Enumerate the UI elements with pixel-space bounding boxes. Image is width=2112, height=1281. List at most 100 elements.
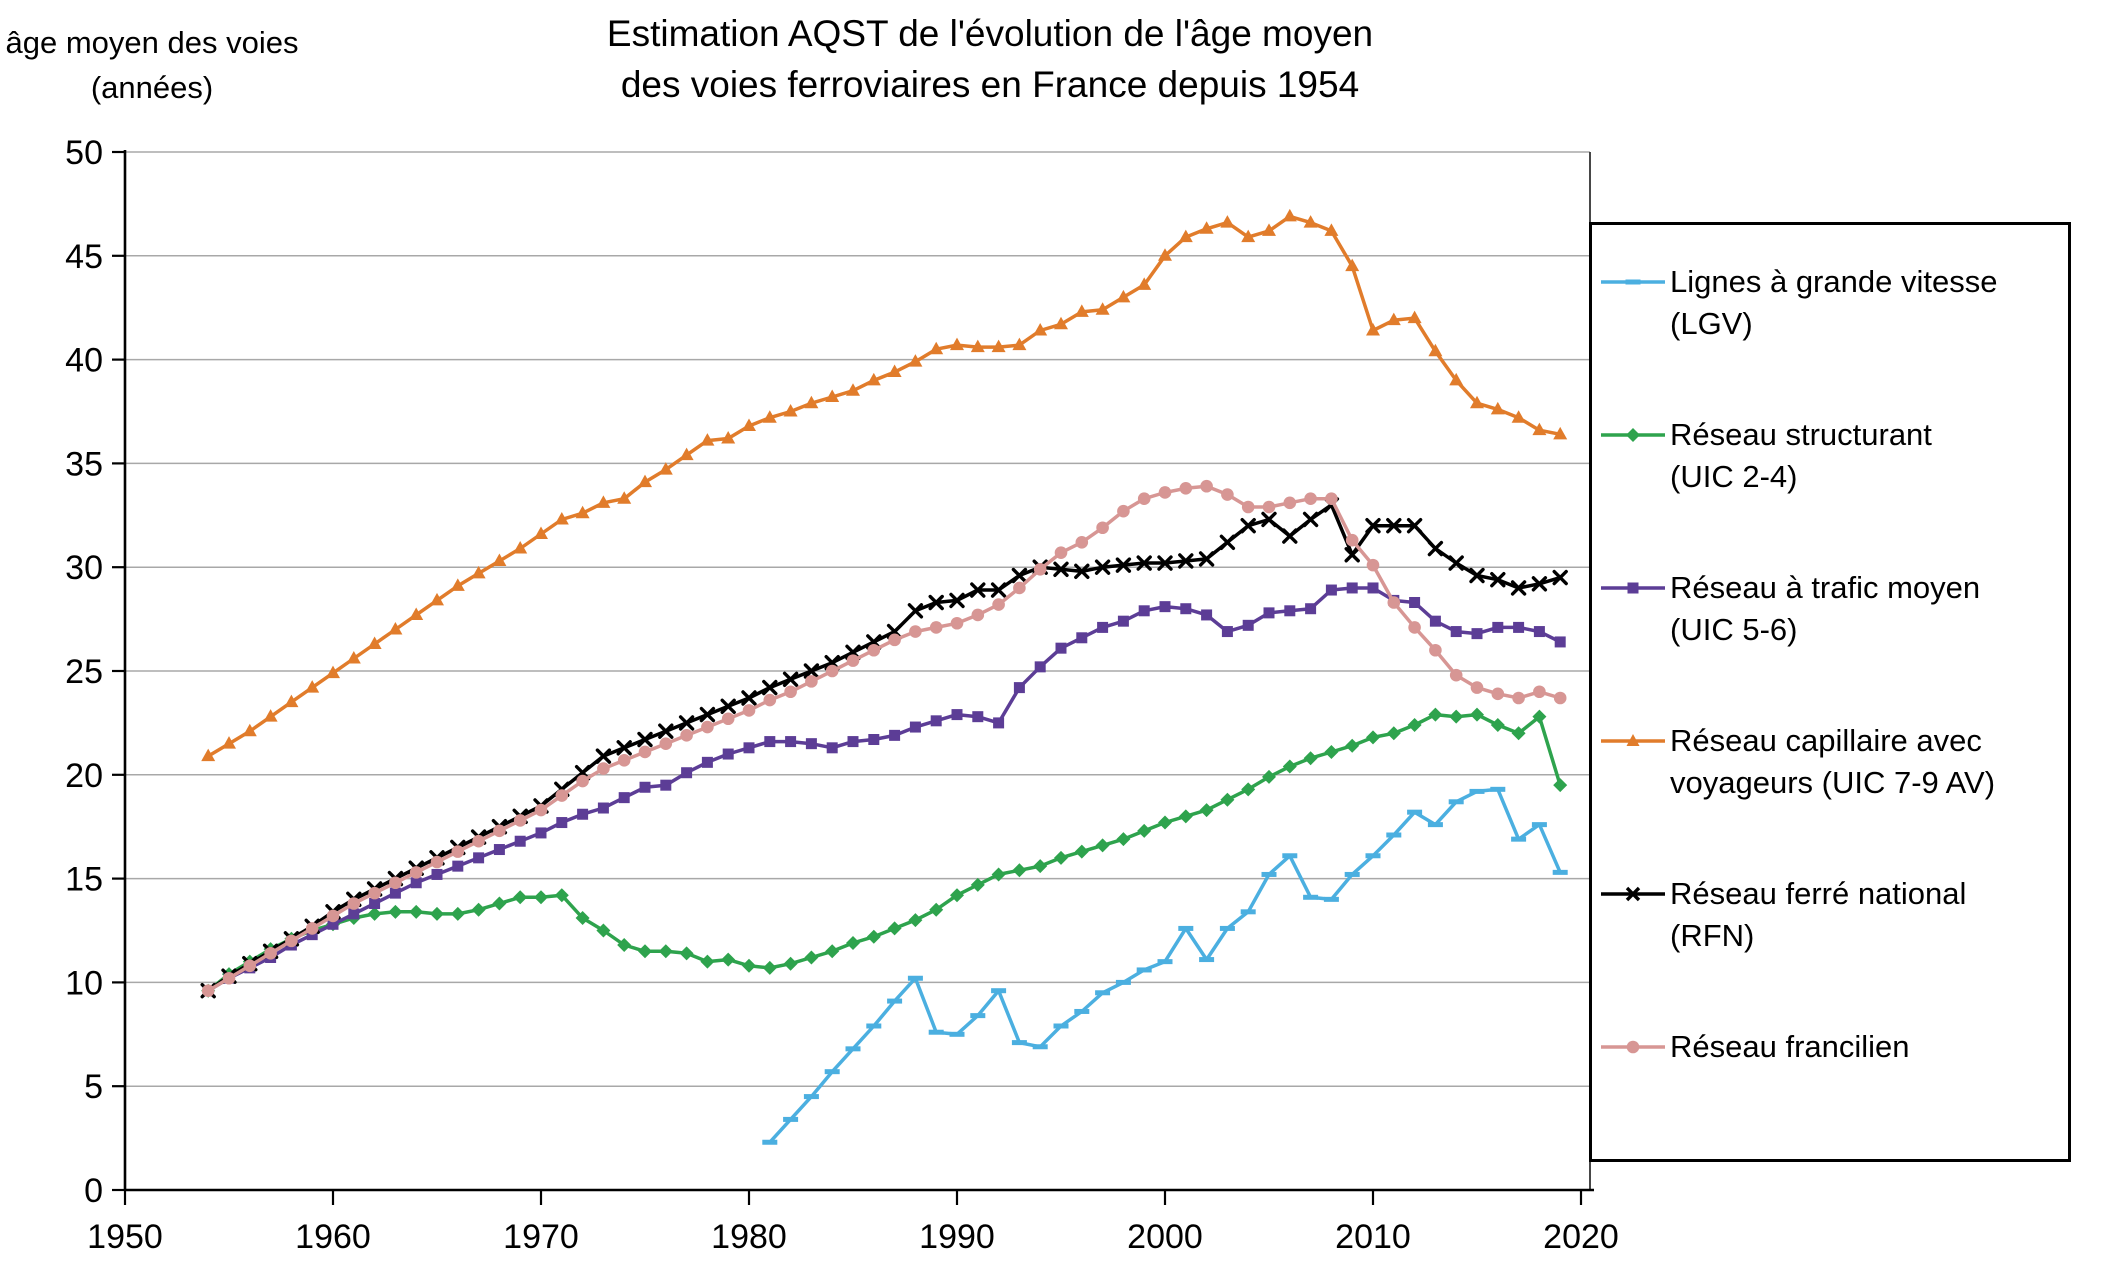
series-marker-circle — [867, 643, 881, 657]
series-marker-square — [868, 734, 880, 746]
series-marker-x — [1261, 511, 1277, 528]
series-marker-x — [1302, 511, 1319, 528]
series-marker-triangle — [554, 511, 569, 525]
series-marker-diamond — [742, 958, 756, 973]
x-tick-label-1950: 1950 — [87, 1218, 163, 1256]
series-marker-circle — [1325, 492, 1338, 505]
series-marker-circle — [472, 834, 485, 848]
series-marker-x — [1448, 555, 1464, 571]
series-marker-x — [1552, 569, 1568, 586]
series-marker-triangle — [1553, 426, 1568, 440]
series-marker-x — [1365, 517, 1381, 534]
series-marker-triangle — [1054, 316, 1068, 330]
series-marker-diamond — [1033, 859, 1048, 874]
series-marker-x — [1136, 555, 1152, 571]
series-marker-triangle — [1095, 302, 1110, 315]
series-marker-dash — [824, 1069, 840, 1075]
series-marker-x — [1053, 561, 1069, 577]
y-tick-label-40: 40 — [65, 342, 103, 380]
legend-label: Réseau structurant (UIC 2-4) — [1670, 417, 1932, 494]
series-marker-triangle — [367, 636, 382, 650]
series-marker-x — [928, 594, 944, 611]
y-tick-label-30: 30 — [65, 549, 103, 587]
legend-entry-1: Lignes à grande vitesse (LGV) — [1592, 261, 2068, 351]
series-marker-circle — [1304, 492, 1317, 505]
legend-marker-diamond — [1626, 428, 1640, 442]
series-marker-square — [1159, 601, 1171, 613]
series-marker-dash — [907, 975, 923, 981]
series-marker-circle — [1033, 562, 1047, 576]
series-marker-dash — [949, 1031, 965, 1037]
series-marker-diamond — [534, 890, 548, 905]
series-marker-square — [1513, 621, 1525, 633]
series-marker-square — [1076, 632, 1088, 644]
series-marker-triangle — [638, 474, 652, 488]
series-marker-diamond — [970, 877, 985, 892]
series-marker-circle — [1158, 486, 1172, 499]
series-marker-diamond — [1345, 738, 1360, 753]
series-marker-diamond — [1324, 744, 1339, 759]
series-marker-circle — [701, 720, 714, 734]
x-tick-label-2000: 2000 — [1127, 1218, 1203, 1256]
series-marker-dash — [1157, 959, 1173, 965]
series-marker-x — [1011, 567, 1028, 584]
chart-title: Estimation AQST de l'évolution de l'âge … — [380, 8, 1600, 110]
series-marker-diamond — [1428, 707, 1443, 722]
series-marker-circle — [243, 959, 257, 973]
series-marker-square — [639, 781, 651, 793]
series-marker-triangle — [492, 553, 507, 566]
series-marker-triangle — [742, 418, 756, 432]
series-line-dash — [768, 787, 1562, 1145]
series-marker-diamond — [658, 944, 673, 959]
series-marker-diamond — [908, 913, 923, 928]
series-marker-circle — [222, 971, 236, 985]
series-marker-circle — [805, 675, 818, 688]
series-marker-square — [1138, 605, 1150, 617]
series-marker-x — [595, 748, 612, 764]
series-marker-x — [678, 715, 695, 731]
legend-marker-square — [1627, 582, 1639, 594]
series-marker-dash — [1531, 822, 1547, 828]
series-marker-square — [1429, 615, 1441, 627]
series-marker-dash — [1136, 967, 1152, 973]
series-marker-dash — [783, 1116, 799, 1122]
series-marker-x — [970, 582, 986, 598]
x-tick-label-2010: 2010 — [1335, 1218, 1411, 1256]
series-marker-square — [618, 792, 630, 804]
series-marker-circle — [534, 803, 548, 817]
legend-marker-x — [1625, 886, 1641, 902]
series-marker-square — [1346, 582, 1358, 594]
series-marker-square — [1221, 626, 1233, 638]
series-marker-triangle — [1262, 223, 1276, 236]
series-marker-triangle — [887, 364, 902, 378]
series-marker-dash — [1365, 853, 1381, 859]
series-marker-circle — [784, 685, 797, 699]
series-marker-square — [452, 860, 464, 872]
series-marker-dash — [1074, 1008, 1090, 1014]
series-line-x — [206, 503, 1562, 993]
legend-marker-dash — [1625, 279, 1641, 285]
series-marker-x — [1074, 563, 1090, 580]
series-marker-dash — [1095, 990, 1111, 996]
legend: Lignes à grande vitesse (LGV) Réseau stru… — [1589, 222, 2071, 1162]
series-marker-square — [1242, 619, 1254, 631]
series-marker-dash — [1386, 832, 1402, 838]
series-marker-square — [348, 908, 360, 920]
series-marker-triangle — [991, 339, 1006, 353]
series-marker-circle — [389, 876, 402, 890]
series-marker-dash — [1490, 786, 1506, 792]
legend-marker-triangle — [1626, 734, 1640, 746]
series-marker-diamond — [492, 896, 507, 911]
series-marker-diamond — [1220, 792, 1235, 807]
series-marker-square — [1450, 626, 1462, 638]
y-tick-label-10: 10 — [65, 964, 103, 1002]
series-marker-diamond — [596, 923, 611, 938]
series-marker-square — [1409, 596, 1421, 608]
series-marker-dash — [1261, 871, 1277, 877]
y-tick-label-20: 20 — [65, 757, 103, 795]
series-marker-circle — [742, 704, 756, 717]
series-marker-dash — [1219, 925, 1235, 931]
series-marker-triangle — [575, 505, 590, 519]
series-marker-triangle — [1137, 277, 1152, 290]
